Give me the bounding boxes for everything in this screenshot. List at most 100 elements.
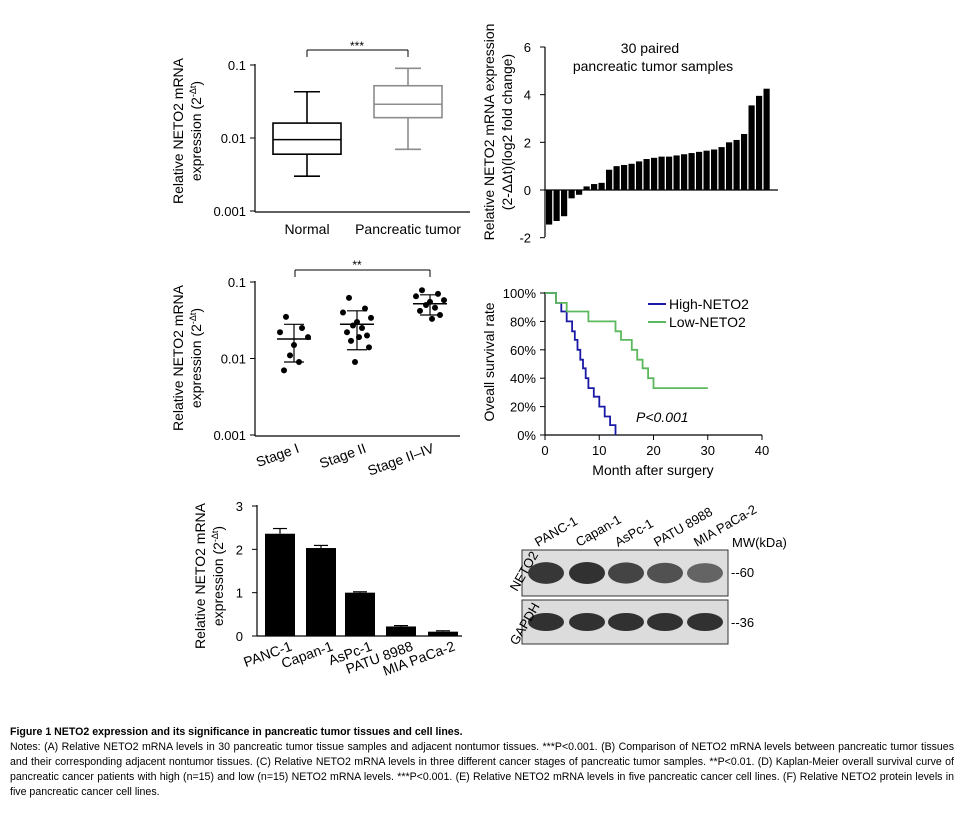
panel-c-point — [277, 329, 283, 336]
panel-c-point — [419, 287, 425, 294]
panel-b-bar — [568, 190, 575, 199]
panel-c-point — [340, 309, 346, 316]
panel-a-significance: *** — [350, 39, 364, 53]
panel-e-ylabel-line2: expression (2-Δt) — [210, 526, 226, 626]
box-iqr — [373, 84, 443, 119]
panel-b-bar — [688, 153, 695, 190]
panel-b-ytick-label: 4 — [524, 88, 531, 103]
panel-e-ylabel-line1: Relative NETO2 mRNA — [192, 502, 208, 649]
panel-b-bar — [628, 163, 635, 190]
panel-b-ytick-label: 0 — [524, 183, 531, 198]
blot-band-neto2 — [528, 562, 564, 584]
panel-c-point — [299, 325, 305, 332]
panel-d-survival: Oveall survival rate 100% 80% 60% 40% 20% 0% 0… — [481, 286, 769, 478]
panel-b-bar — [711, 149, 718, 190]
panel-b-bar — [733, 139, 740, 190]
panel-b-bar — [703, 150, 710, 190]
panel-b-bar — [546, 190, 553, 225]
panel-d-ylabel: Oveall survival rate — [481, 302, 497, 421]
panel-c-point — [427, 298, 433, 305]
panel-b-bar — [598, 182, 605, 190]
panel-c-point — [287, 352, 293, 359]
panel-a-ylabel-line2: expression (2-Δt) — [188, 81, 204, 181]
panel-e-ytick-label: 2 — [236, 542, 243, 557]
panel-e-ytick-label: 1 — [236, 586, 243, 601]
panel-b-bar — [681, 154, 688, 190]
panel-e-bar — [265, 533, 295, 636]
panel-a-ytick-label: 0.01 — [221, 131, 246, 146]
panel-b-ylabel-line1: Relative NETO2 mRNA expression — [481, 24, 497, 241]
blot-band-gapdh — [608, 613, 644, 631]
panel-b-bar — [666, 156, 673, 190]
panel-e-bar — [306, 548, 336, 636]
panel-c-point — [429, 315, 435, 322]
panel-c-point — [346, 294, 352, 301]
panel-d-xlabel: Month after surgery — [592, 462, 713, 478]
panel-b-bar — [643, 159, 650, 190]
panel-c-point — [283, 313, 289, 320]
panel-e-bar — [345, 592, 375, 636]
panel-b-bar — [763, 88, 770, 190]
panel-c-point — [437, 312, 443, 319]
blot-band-gapdh — [528, 613, 564, 631]
panel-c-point — [354, 319, 360, 326]
blot-band-neto2 — [687, 563, 723, 583]
panel-b-bar — [583, 186, 590, 190]
panel-c-point — [417, 307, 423, 314]
panel-d-ytick-label: 100% — [503, 286, 537, 301]
panel-c-point — [368, 314, 374, 321]
panel-c-category-label: Stage I — [254, 440, 301, 470]
panel-d-pvalue: P<0.001 — [636, 409, 689, 425]
panel-c-point — [352, 359, 358, 366]
panel-c-point — [423, 302, 429, 309]
panel-c-point — [364, 332, 370, 339]
panel-c-point — [356, 334, 362, 341]
panel-b-title-line1: 30 paired — [621, 40, 679, 56]
panel-b-bar — [606, 169, 613, 190]
figure-caption: Figure 1 NETO2 expression and its signif… — [10, 725, 954, 800]
panel-c-ytick-label: 0.001 — [213, 428, 246, 443]
panel-b-bar — [576, 190, 583, 195]
panel-d-xtick-label: 20 — [646, 443, 660, 458]
panel-d-curve-high-neto2 — [545, 292, 617, 435]
panel-a-category-label: Normal — [284, 221, 329, 237]
blot-mw-label: MW(kDa) — [732, 535, 787, 550]
panel-b-ylabel-line2: (2-ΔΔt)(log2 fold change) — [499, 54, 515, 210]
panel-c-point — [281, 367, 287, 374]
panel-d-ytick-label: 20% — [510, 400, 536, 415]
panel-c-point — [305, 334, 311, 341]
figure-panels: Relative NETO2 mRNA expression (2-Δt) 0.… — [170, 24, 787, 679]
panel-e-ytick-label: 3 — [236, 499, 243, 514]
panel-c-category-label: Stage II — [317, 440, 368, 472]
panel-a-ytick-label: 0.001 — [213, 204, 246, 219]
panel-a-category-label: Pancreatic tumor — [355, 221, 461, 237]
panel-b-bar — [658, 156, 665, 190]
panel-d-legend-label: Low-NETO2 — [669, 314, 746, 330]
panel-c-scatter: Relative NETO2 mRNA expression (2-Δt) 0.… — [170, 258, 460, 479]
panel-d-curve-low-neto2 — [545, 292, 708, 389]
panel-c-point — [366, 344, 372, 351]
panel-d-xtick-label: 30 — [701, 443, 715, 458]
panel-c-point — [350, 322, 356, 329]
panel-c-point — [413, 293, 419, 300]
panel-c-point — [344, 329, 350, 336]
panel-b-bar — [726, 142, 733, 190]
panel-b-ytick-label: 6 — [524, 40, 531, 55]
panel-e-bar — [386, 626, 416, 636]
panel-e-bar: Relative NETO2 mRNA expression (2-Δt) 3 2… — [192, 499, 462, 679]
panel-d-ytick-label: 40% — [510, 371, 536, 386]
panel-b-bar — [748, 105, 755, 190]
panel-b-bar — [696, 151, 703, 190]
blot-mw-60: --60 — [731, 565, 754, 580]
panel-b-bar — [613, 166, 620, 190]
panel-c-ytick-label: 0.1 — [228, 275, 246, 290]
panel-e-ytick-label: 0 — [236, 629, 243, 644]
panel-e-bar — [428, 631, 458, 636]
blot-band-neto2 — [608, 562, 644, 584]
panel-d-xtick-label: 40 — [755, 443, 769, 458]
panel-b-bar — [636, 161, 643, 190]
caption-title: Figure 1 NETO2 expression and its signif… — [10, 726, 463, 738]
blot-band-neto2 — [569, 562, 605, 584]
panel-b-bar — [718, 147, 725, 190]
panel-c-ylabel-line2: expression (2-Δt) — [188, 308, 204, 408]
